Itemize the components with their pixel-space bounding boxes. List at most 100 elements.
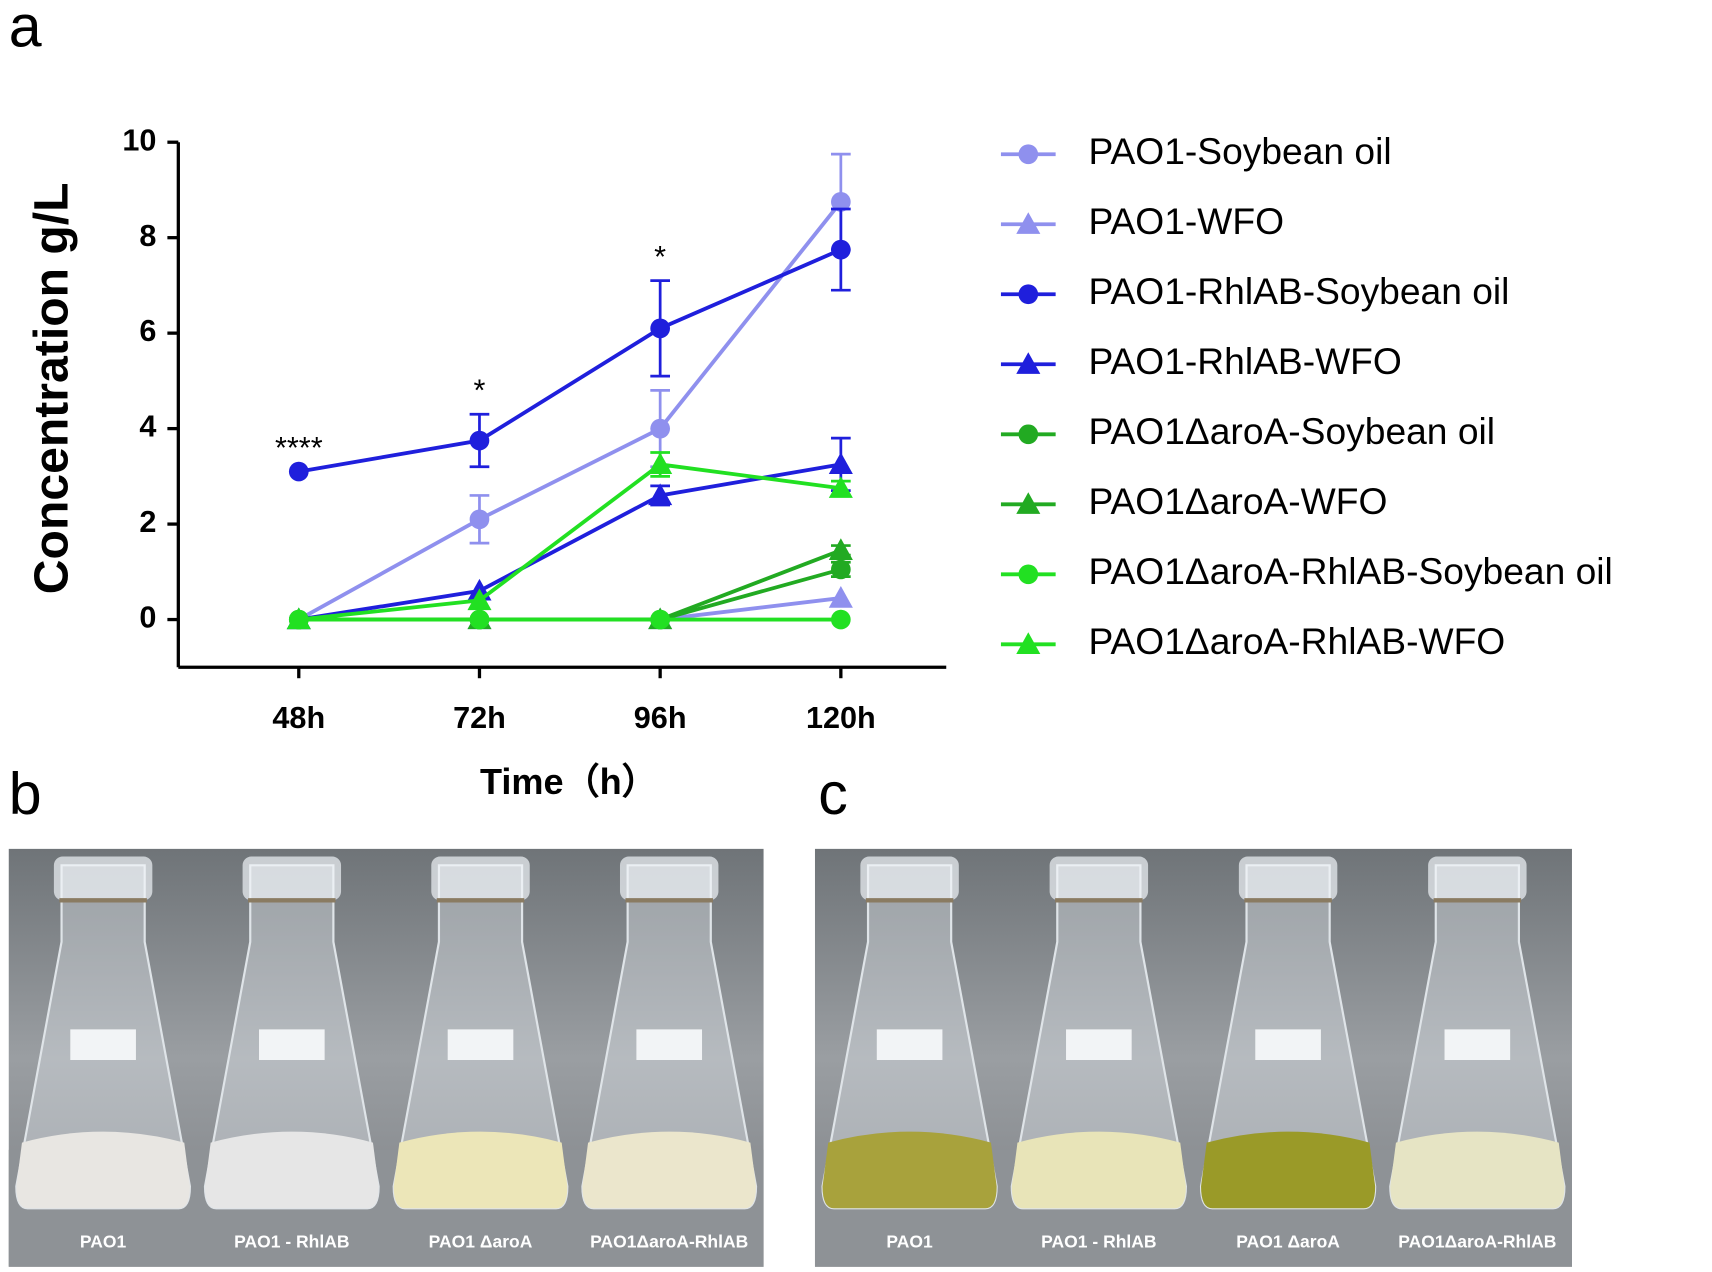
legend-marker <box>1018 284 1039 305</box>
legend-label: PAO1-WFO <box>1088 200 1284 242</box>
data-point <box>288 461 309 482</box>
flask <box>1389 856 1566 1210</box>
data-point <box>467 588 492 611</box>
data-point <box>831 239 851 260</box>
data-point <box>831 609 851 630</box>
data-point <box>469 430 490 451</box>
data-point <box>831 192 851 212</box>
flask-label: PAO1ΔaroA-RhlAB <box>590 1231 748 1251</box>
data-point <box>650 609 671 630</box>
data-point <box>828 476 853 498</box>
flask-liquid <box>1390 1131 1565 1209</box>
legend-label: PAO1ΔaroA-RhlAB-Soybean oil <box>1088 550 1612 592</box>
photo: PAO1 PAO1 - RhlAB PAO1 ΔaroA PAO1ΔaroA-RhlA… <box>814 848 1572 1267</box>
flask <box>15 856 192 1210</box>
data-point <box>469 509 490 530</box>
x-axis-title: Time（h） <box>480 761 658 802</box>
panel-label: a <box>9 0 42 59</box>
legend-marker <box>1018 144 1039 165</box>
x-tick-label: 48h <box>272 701 325 735</box>
flask-cap <box>431 856 530 901</box>
legend-marker <box>1016 632 1041 654</box>
flask <box>1199 856 1377 1210</box>
data-point <box>831 559 851 580</box>
flask-label: PAO1 - RhlAB <box>1041 1231 1156 1251</box>
flask-cap <box>860 856 959 901</box>
flask-liquid <box>1011 1131 1186 1209</box>
annotation: * <box>654 240 666 274</box>
data-point <box>828 452 853 475</box>
flask-liquid <box>205 1131 379 1209</box>
flask-tag <box>447 1029 514 1060</box>
series <box>288 152 851 630</box>
panel-label: c <box>818 761 848 827</box>
series-line <box>298 462 842 622</box>
x-tick-label: 96h <box>634 701 687 735</box>
flask-liquid <box>1201 1131 1376 1209</box>
series-line <box>298 462 842 622</box>
data-point <box>650 318 671 339</box>
y-tick-label: 0 <box>139 601 156 635</box>
panel-label: b <box>9 761 42 827</box>
flask-label: PAO1 - RhlAB <box>234 1231 349 1251</box>
flask-label: PAO1 ΔaroA <box>429 1231 533 1251</box>
series <box>288 207 851 482</box>
legend-label: PAO1-Soybean oil <box>1088 130 1391 172</box>
flask-cap <box>619 856 719 901</box>
x-tick-label: 72h <box>453 701 506 735</box>
legend-marker <box>1018 564 1039 585</box>
data-point <box>648 483 673 506</box>
y-tick-label: 8 <box>139 219 156 253</box>
flask-tag <box>1444 1029 1511 1060</box>
y-tick-label: 10 <box>122 123 156 157</box>
data-point <box>828 538 853 560</box>
flask-cap <box>53 856 153 901</box>
series-line <box>297 200 843 622</box>
flask-label: PAO1 <box>80 1231 127 1251</box>
annotation: **** <box>275 431 323 465</box>
flask-label: PAO1 ΔaroA <box>1236 1231 1340 1251</box>
legend-label: PAO1-RhlAB-WFO <box>1088 340 1401 382</box>
series-line <box>298 596 842 622</box>
data-point <box>286 607 311 630</box>
data-point <box>650 418 671 439</box>
data-point <box>828 586 853 608</box>
data-point <box>648 452 673 475</box>
series <box>288 609 851 630</box>
flask-tag <box>636 1029 703 1060</box>
flask-liquid <box>16 1131 190 1209</box>
legend-marker <box>1016 212 1041 234</box>
flask <box>581 856 758 1210</box>
annotation: * <box>474 374 486 408</box>
legend-label: PAO1ΔaroA-WFO <box>1088 480 1387 522</box>
flask-tag <box>1255 1029 1321 1060</box>
flask-tag <box>258 1029 325 1060</box>
flask-label: PAO1ΔaroA-RhlAB <box>1398 1231 1556 1251</box>
legend-marker <box>1016 492 1041 514</box>
series-line <box>298 247 842 474</box>
flask-cap <box>1049 856 1149 901</box>
y-tick-label: 2 <box>139 505 156 539</box>
flask-tag <box>876 1029 943 1060</box>
flask-tag <box>70 1029 136 1060</box>
legend-label: PAO1ΔaroA-Soybean oil <box>1088 410 1495 452</box>
series <box>286 538 853 630</box>
flask-liquid <box>822 1131 997 1209</box>
legend-label: PAO1-RhlAB-Soybean oil <box>1088 270 1509 312</box>
flask-tag <box>1066 1029 1132 1060</box>
flask-cap <box>242 856 342 901</box>
x-tick-label: 120h <box>806 701 876 735</box>
y-axis-title: Concentration g/L <box>24 182 78 594</box>
series <box>286 451 853 630</box>
photo: PAO1 PAO1 - RhlAB PAO1 ΔaroA PAO1ΔaroA-RhlA… <box>8 848 764 1267</box>
flask-label: PAO1 <box>886 1231 933 1251</box>
legend-label: PAO1ΔaroA-RhlAB-WFO <box>1088 620 1505 662</box>
legend-marker <box>1018 424 1039 445</box>
flask <box>1010 856 1187 1210</box>
flask-cap <box>1428 856 1527 901</box>
y-tick-label: 4 <box>139 410 156 444</box>
flask <box>392 856 569 1210</box>
flask <box>203 856 380 1210</box>
